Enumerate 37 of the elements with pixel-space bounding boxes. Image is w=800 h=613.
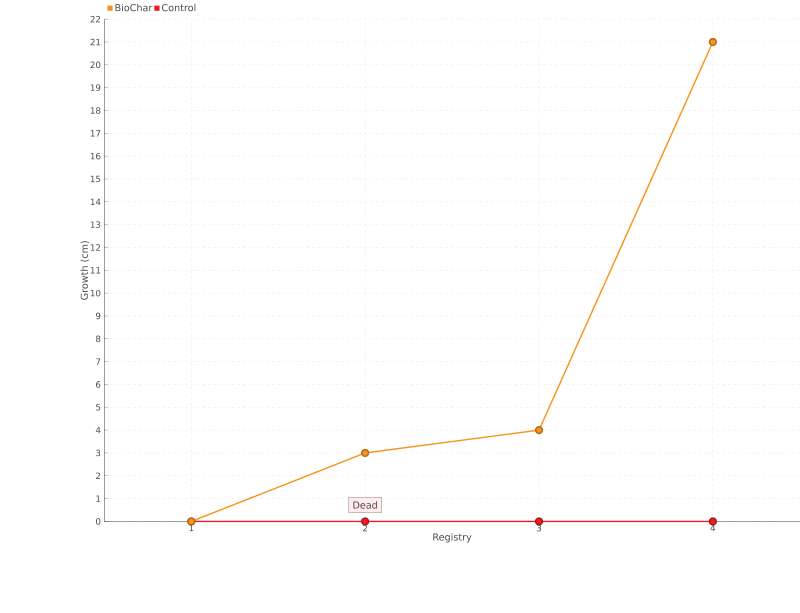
point — [708, 38, 717, 46]
y-tick-label: 14 — [90, 198, 100, 206]
x-tick-label: 3 — [536, 524, 542, 532]
y-tick-label: 2 — [96, 472, 100, 480]
legend-label: BioChar — [116, 4, 152, 12]
y-tick-label: 4 — [96, 427, 100, 434]
y-tick-label: 0 — [96, 518, 100, 525]
y-tick-label: 11 — [90, 267, 100, 274]
point — [361, 517, 370, 526]
y-tick-label: 9 — [96, 312, 100, 320]
legend-label: Control — [162, 4, 196, 12]
y-tick-label: 10 — [90, 290, 100, 297]
y-tick-label: 6 — [96, 381, 100, 388]
y-tick-label: 19 — [90, 84, 100, 92]
y-tick-label: 1 — [96, 496, 100, 502]
point — [361, 448, 370, 458]
y-tick-label: 17 — [90, 130, 100, 137]
y-tick-label: 18 — [90, 107, 100, 114]
y-tick-label: 15 — [90, 176, 100, 182]
y-tick-label: 13 — [90, 221, 100, 228]
point — [534, 426, 544, 434]
x-tick-label: 4 — [710, 524, 716, 532]
y-tick-label: 7 — [96, 358, 100, 365]
y-axis-title: Growth (cm) — [80, 241, 90, 300]
y-tick-label: 22 — [90, 16, 100, 22]
y-tick-label: 21 — [90, 38, 100, 46]
y-tick-label: 8 — [96, 336, 100, 342]
y-tick-label: 12 — [90, 244, 100, 251]
y-tick-label: 5 — [96, 404, 100, 411]
y-tick-label: 16 — [90, 152, 100, 160]
y-tick-label: 20 — [90, 62, 100, 68]
x-axis-title: Registry — [433, 533, 472, 543]
point — [708, 517, 717, 526]
x-tick-label: 2 — [363, 524, 368, 532]
y-tick-label: 3 — [96, 450, 100, 456]
annotation: Dead — [353, 501, 377, 509]
point — [534, 517, 544, 526]
